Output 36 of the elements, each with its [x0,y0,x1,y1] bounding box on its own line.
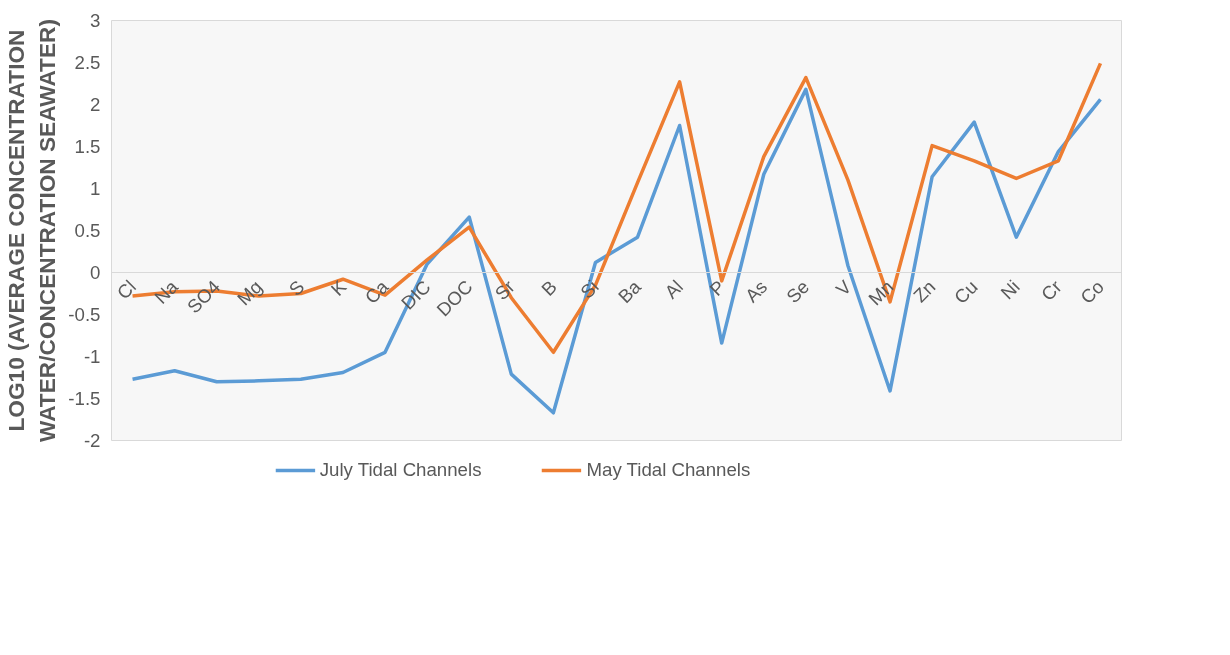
y-tick-label: 0 [90,262,101,283]
x-tick-label: K [326,275,351,300]
x-tick-label: Co [1076,276,1108,308]
y-tick-label: 1.5 [74,136,101,157]
legend-label: July Tidal Channels [319,459,482,481]
x-tick-label: Na [150,275,183,308]
y-tick-label: 0.5 [74,220,101,241]
x-tick-label: B [537,276,561,300]
x-tick-label: Cr [1037,276,1066,305]
x-tick-label: Se [782,276,814,308]
x-tick-label: P [705,276,730,300]
x-tick-label: As [740,276,772,307]
x-tick-label: Al [660,276,688,303]
y-tick-label: -0.5 [68,304,101,325]
x-tick-label: Ni [996,276,1024,304]
y-tick-label: 2.5 [74,52,101,73]
x-tick-label: Sr [490,276,519,305]
x-tick-label: Ba [613,275,646,308]
x-tick-label: Ca [360,275,393,308]
x-tick-label: V [831,275,856,300]
x-tick-label: DIC [396,276,435,314]
y-tick-label: -2 [83,430,101,451]
y-tick-label: -1 [83,346,101,367]
y-tick-label: 1 [90,178,101,199]
x-tick-label: Zn [909,276,940,307]
x-tick-label: Cl [112,276,140,304]
x-tick-label: Mg [233,276,267,310]
x-tick-label: Si [576,276,603,303]
y-tick-label: 3 [90,10,101,31]
x-tick-label: Mn [864,276,898,310]
x-tick-label: Cu [949,276,982,308]
y-tick-label: -1.5 [68,388,101,409]
y-tick-label: 2 [90,94,101,115]
x-tick-label: S [284,276,309,300]
legend-label: May Tidal Channels [586,459,751,481]
y-axis-title: LOG10 (AVERAGE CONCENTRATION WATER/CONCENTRATION SEAWATER) [3,19,61,442]
